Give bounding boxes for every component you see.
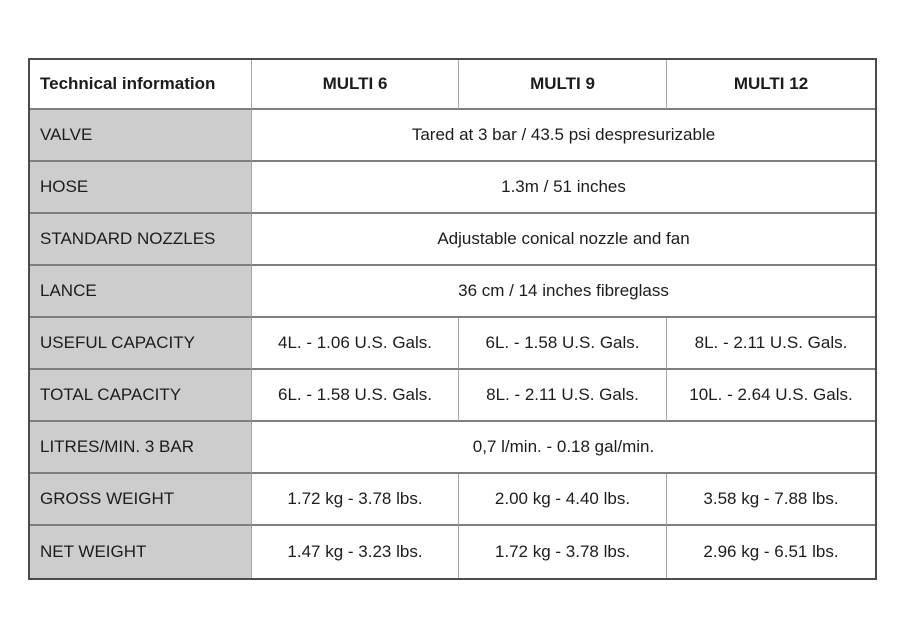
useful-capacity-multi9: 6L. - 1.58 U.S. Gals. <box>459 318 667 370</box>
useful-capacity-multi6: 4L. - 1.06 U.S. Gals. <box>252 318 459 370</box>
hose-value: 1.3m / 51 inches <box>252 162 875 214</box>
table-row-net-weight: NET WEIGHT 1.47 kg - 3.23 lbs. 1.72 kg -… <box>30 526 875 578</box>
row-label-valve: VALVE <box>30 110 252 162</box>
header-multi-9: MULTI 9 <box>459 60 667 110</box>
useful-capacity-multi12: 8L. - 2.11 U.S. Gals. <box>667 318 875 370</box>
header-technical-information: Technical information <box>30 60 252 110</box>
gross-weight-multi12: 3.58 kg - 7.88 lbs. <box>667 474 875 526</box>
table-header-row: Technical information MULTI 6 MULTI 9 MU… <box>30 60 875 110</box>
technical-info-table: Technical information MULTI 6 MULTI 9 MU… <box>28 58 877 580</box>
table-row-total-capacity: TOTAL CAPACITY 6L. - 1.58 U.S. Gals. 8L.… <box>30 370 875 422</box>
table-row-hose: HOSE 1.3m / 51 inches <box>30 162 875 214</box>
net-weight-multi12: 2.96 kg - 6.51 lbs. <box>667 526 875 578</box>
row-label-lance: LANCE <box>30 266 252 318</box>
gross-weight-multi9: 2.00 kg - 4.40 lbs. <box>459 474 667 526</box>
lance-value: 36 cm / 14 inches fibreglass <box>252 266 875 318</box>
total-capacity-multi12: 10L. - 2.64 U.S. Gals. <box>667 370 875 422</box>
table-row-standard-nozzles: STANDARD NOZZLES Adjustable conical nozz… <box>30 214 875 266</box>
row-label-gross-weight: GROSS WEIGHT <box>30 474 252 526</box>
table-row-litres-min: LITRES/MIN. 3 BAR 0,7 l/min. - 0.18 gal/… <box>30 422 875 474</box>
technical-info-section: Technical information MULTI 6 MULTI 9 MU… <box>28 58 877 580</box>
standard-nozzles-value: Adjustable conical nozzle and fan <box>252 214 875 266</box>
row-label-useful-capacity: USEFUL CAPACITY <box>30 318 252 370</box>
valve-value: Tared at 3 bar / 43.5 psi despresurizabl… <box>252 110 875 162</box>
row-label-litres-min: LITRES/MIN. 3 BAR <box>30 422 252 474</box>
net-weight-multi9: 1.72 kg - 3.78 lbs. <box>459 526 667 578</box>
row-label-net-weight: NET WEIGHT <box>30 526 252 578</box>
litres-min-value: 0,7 l/min. - 0.18 gal/min. <box>252 422 875 474</box>
total-capacity-multi9: 8L. - 2.11 U.S. Gals. <box>459 370 667 422</box>
table-row-useful-capacity: USEFUL CAPACITY 4L. - 1.06 U.S. Gals. 6L… <box>30 318 875 370</box>
row-label-total-capacity: TOTAL CAPACITY <box>30 370 252 422</box>
table-row-gross-weight: GROSS WEIGHT 1.72 kg - 3.78 lbs. 2.00 kg… <box>30 474 875 526</box>
header-multi-6: MULTI 6 <box>252 60 459 110</box>
total-capacity-multi6: 6L. - 1.58 U.S. Gals. <box>252 370 459 422</box>
table-row-lance: LANCE 36 cm / 14 inches fibreglass <box>30 266 875 318</box>
table-row-valve: VALVE Tared at 3 bar / 43.5 psi despresu… <box>30 110 875 162</box>
row-label-standard-nozzles: STANDARD NOZZLES <box>30 214 252 266</box>
header-multi-12: MULTI 12 <box>667 60 875 110</box>
row-label-hose: HOSE <box>30 162 252 214</box>
net-weight-multi6: 1.47 kg - 3.23 lbs. <box>252 526 459 578</box>
gross-weight-multi6: 1.72 kg - 3.78 lbs. <box>252 474 459 526</box>
